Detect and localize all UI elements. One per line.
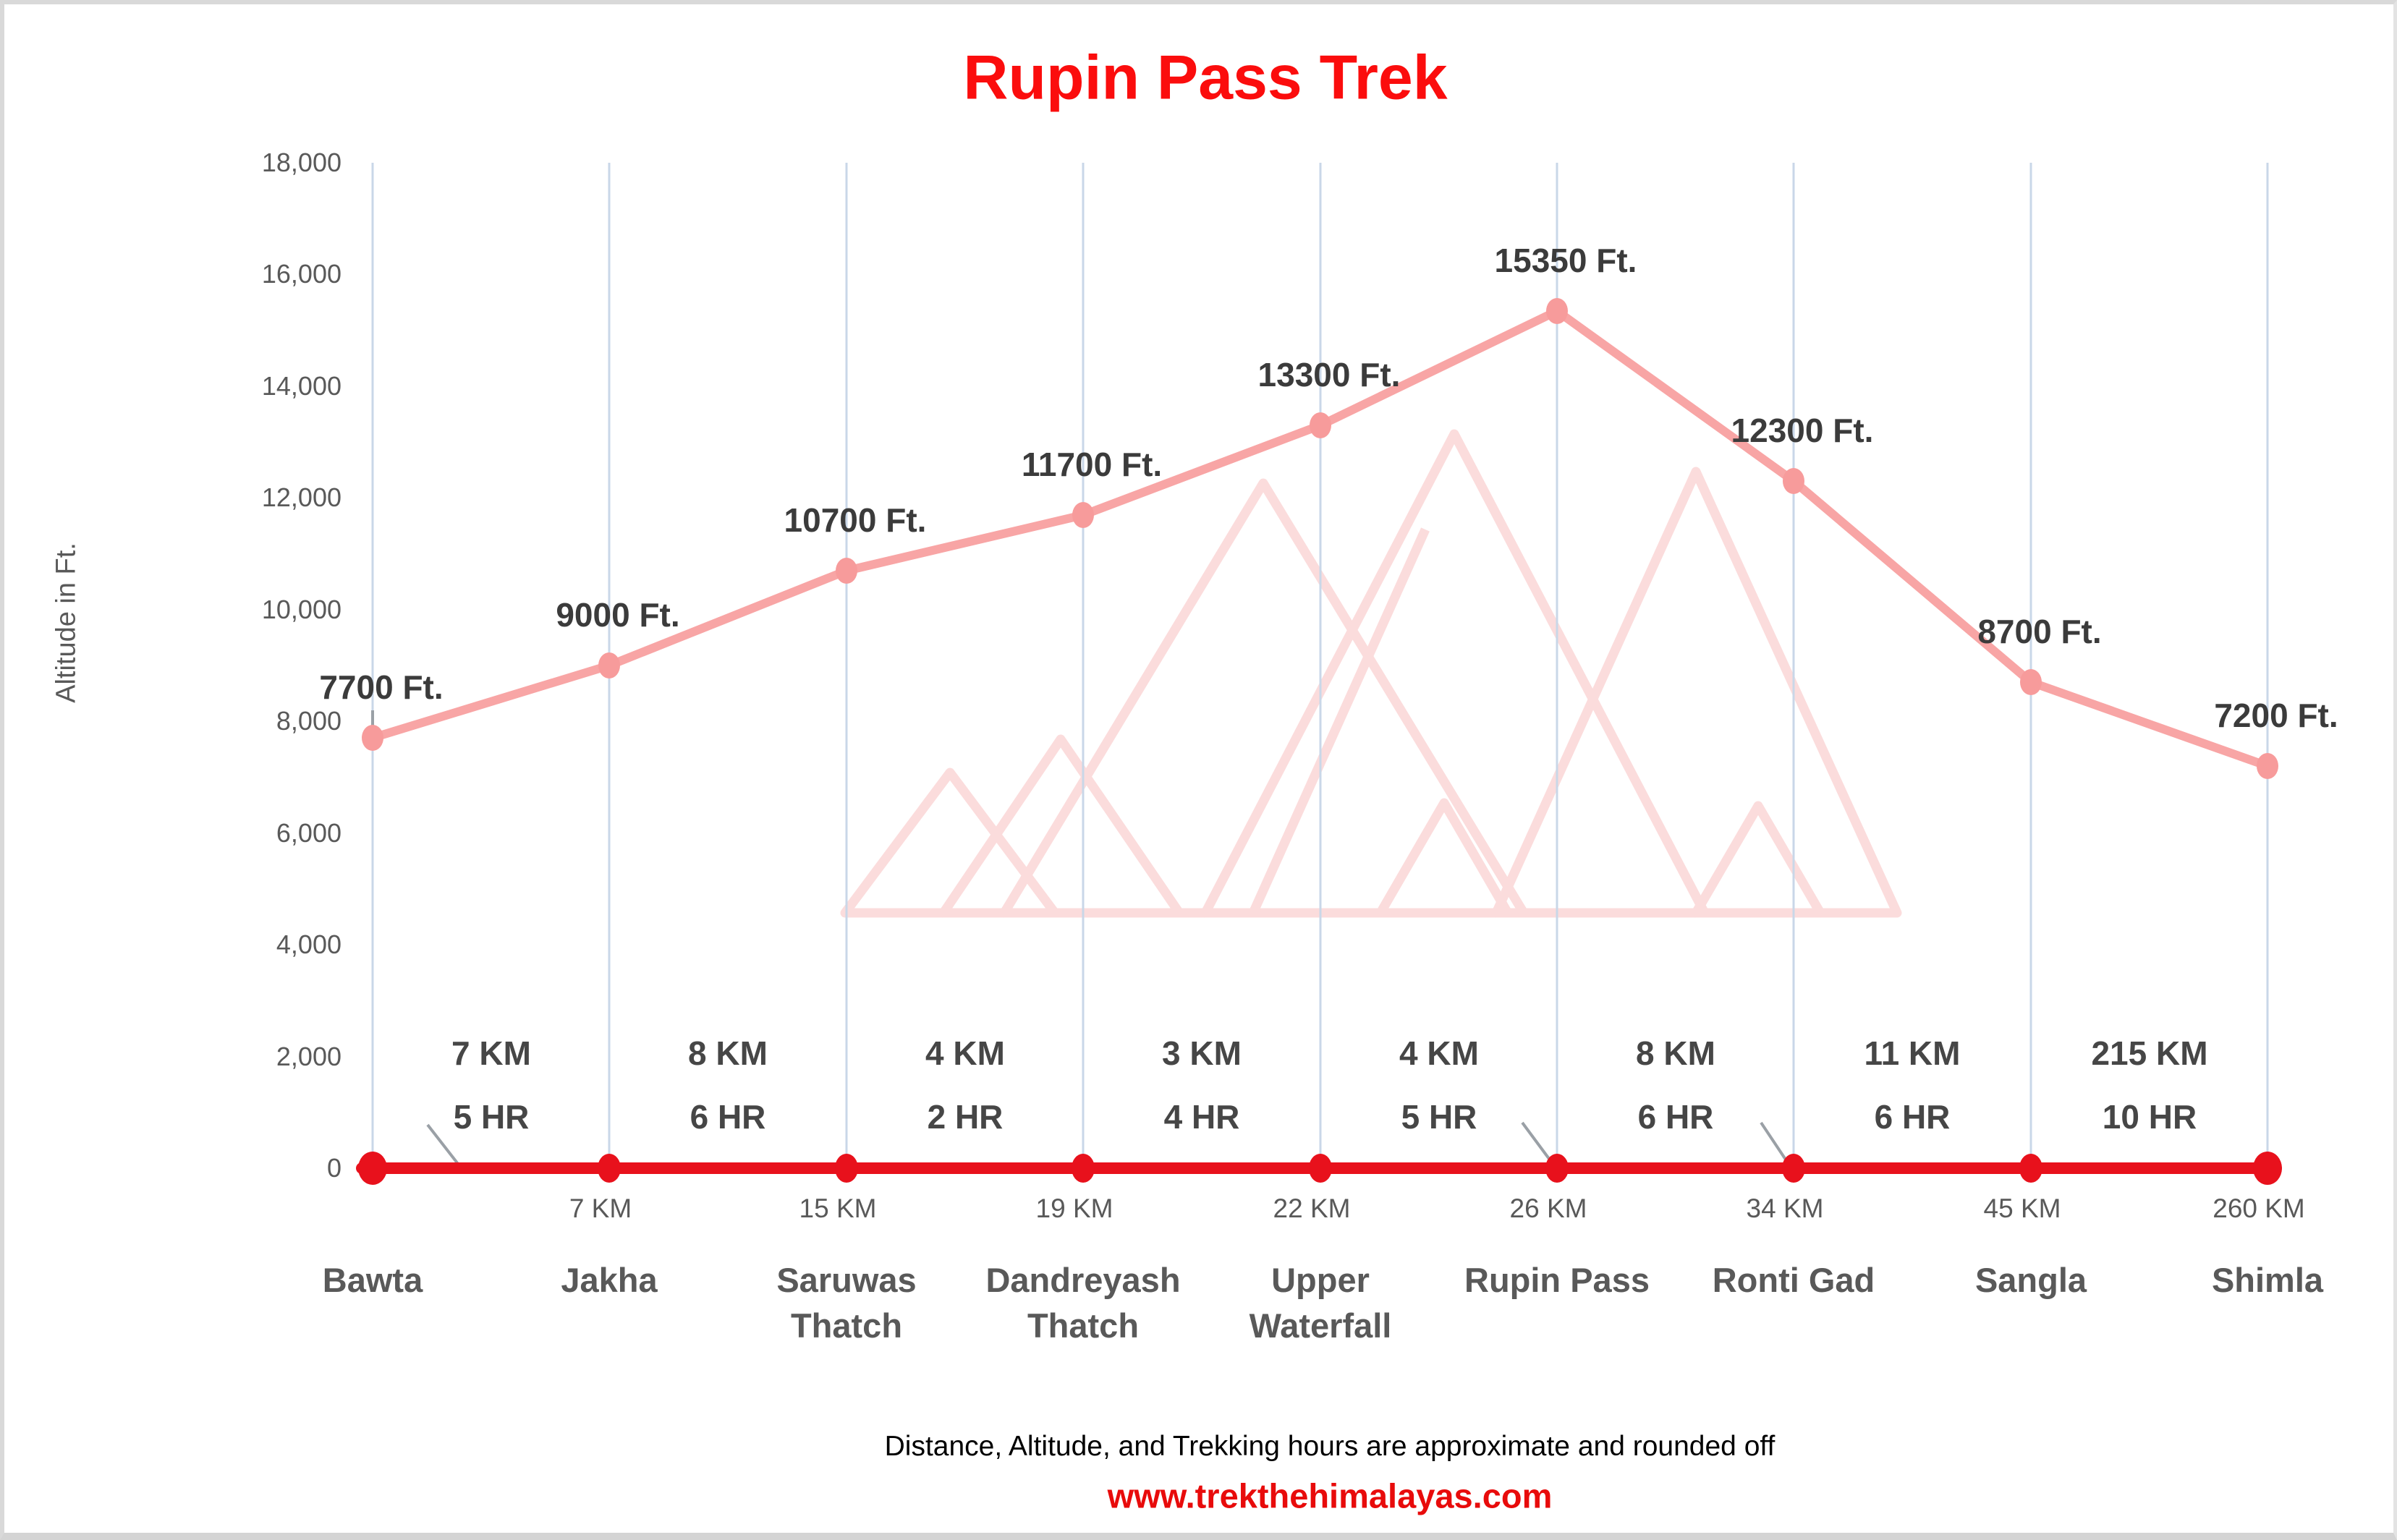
station-baseline-dot [358,1152,387,1185]
y-tick-label: 6,000 [276,818,341,848]
segment-duration: 10 HR [2102,1098,2197,1136]
station-baseline-dot [2019,1154,2042,1183]
altitude-label: 13300 Ft. [1257,356,1401,393]
altitude-data-point [1546,298,1568,324]
altitude-label: 12300 Ft. [1731,412,1874,449]
segment-info: 215 KM 10 HR [2091,1034,2207,1136]
segment-duration: 6 HR [1637,1098,1714,1136]
segment-duration: 5 HR [453,1098,530,1136]
segment-info: 8 KM 6 HR [1636,1034,1715,1136]
segment-distance: 3 KM [1162,1034,1242,1072]
altitude-label: 10700 Ft. [784,501,927,539]
label-leader-line [1521,1121,1553,1163]
segment-info: 11 KM 6 HR [1864,1034,1961,1136]
segment-info: 7 KM 5 HR [451,1034,531,1136]
segment-info: 4 KM 2 HR [925,1034,1005,1136]
segment-duration: 5 HR [1401,1098,1477,1136]
km-label: 26 KM [1509,1194,1587,1223]
km-label: 19 KM [1035,1194,1113,1223]
segment-distance: 11 KM [1864,1034,1961,1072]
station-baseline-dot [1782,1154,1805,1183]
altitude-data-point [2020,669,2042,695]
station-label: Ronti Gad [1712,1261,1875,1299]
segment-duration: 6 HR [1874,1098,1951,1136]
label-leader-line [426,1123,459,1165]
station-baseline-dot [598,1154,621,1183]
km-label: 260 KM [2213,1194,2305,1223]
station-label: Jakha [561,1261,658,1299]
station-label: Sangla [1974,1261,2087,1299]
y-tick-label: 0 [326,1153,341,1183]
altitude-data-point [598,652,620,678]
footer-disclaimer: Distance, Altitude, and Trekking hours a… [884,1431,1776,1462]
y-tick-label: 12,000 [261,482,341,512]
station-label: Dandreyash Thatch [985,1261,1181,1345]
segment-duration: 2 HR [927,1098,1004,1136]
y-tick-label: 2,000 [276,1042,341,1071]
altitude-data-point [836,558,857,584]
station-label: Rupin Pass [1464,1261,1650,1299]
altitude-label: 15350 Ft. [1494,242,1637,279]
station-baseline-dot [1545,1154,1569,1183]
segment-duration: 6 HR [690,1098,766,1136]
altitude-label: 7700 Ft. [319,668,444,706]
station-label: Upper Waterfall [1249,1261,1392,1345]
altitude-data-point [1072,502,1094,528]
km-label: 45 KM [1983,1194,2061,1223]
altitude-label: 8700 Ft. [1977,613,2102,650]
y-tick-label: 10,000 [261,595,341,624]
footer-website-link[interactable]: www.trekthehimalayas.com [1107,1476,1553,1515]
trek-the-himalayas-watermark-logo [840,429,1902,918]
page-title: Rupin Pass Trek [963,43,1448,113]
segment-distance: 4 KM [925,1034,1005,1072]
y-tick-label: 4,000 [276,929,341,959]
y-tick-label: 16,000 [261,259,341,289]
segment-info: 8 KM 6 HR [688,1034,768,1136]
altitude-label: 7200 Ft. [2214,697,2338,734]
station-baseline-dot [1309,1154,1332,1183]
altitude-data-point [2257,753,2278,779]
km-label: 22 KM [1273,1194,1351,1223]
y-tick-label: 18,000 [261,148,341,177]
station-label: Bawta [322,1261,423,1299]
segment-distance: 7 KM [451,1034,531,1072]
altitude-data-point [1310,412,1331,438]
segment-distance: 8 KM [1636,1034,1715,1072]
segment-distance: 215 KM [2091,1034,2208,1072]
altitude-profile-chart [356,163,2282,1185]
station-baseline-dot [835,1154,858,1183]
altitude-data-point [362,725,383,751]
km-label: 15 KM [799,1194,877,1223]
segment-info: 4 KM 5 HR [1399,1034,1479,1136]
station-label: Saruwas Thatch [776,1261,917,1345]
label-leader-line [1760,1121,1789,1163]
altitude-label: 9000 Ft. [556,596,680,634]
km-label: 34 KM [1746,1194,1824,1223]
km-label: 7 KM [569,1194,632,1223]
y-tick-label: 8,000 [276,706,341,736]
station-baseline-dot [2253,1152,2282,1185]
segment-info: 3 KM 4 HR [1162,1034,1242,1136]
altitude-data-point [1783,468,1804,494]
altitude-label: 11700 Ft. [1021,446,1163,483]
y-tick-label: 14,000 [261,371,341,401]
station-label: Shimla [2211,1261,2324,1299]
segment-distance: 8 KM [688,1034,768,1072]
segment-distance: 4 KM [1399,1034,1479,1072]
segment-duration: 4 HR [1163,1098,1240,1136]
y-axis-title: Altitude in Ft. [51,543,82,703]
station-baseline-dot [1072,1154,1095,1183]
